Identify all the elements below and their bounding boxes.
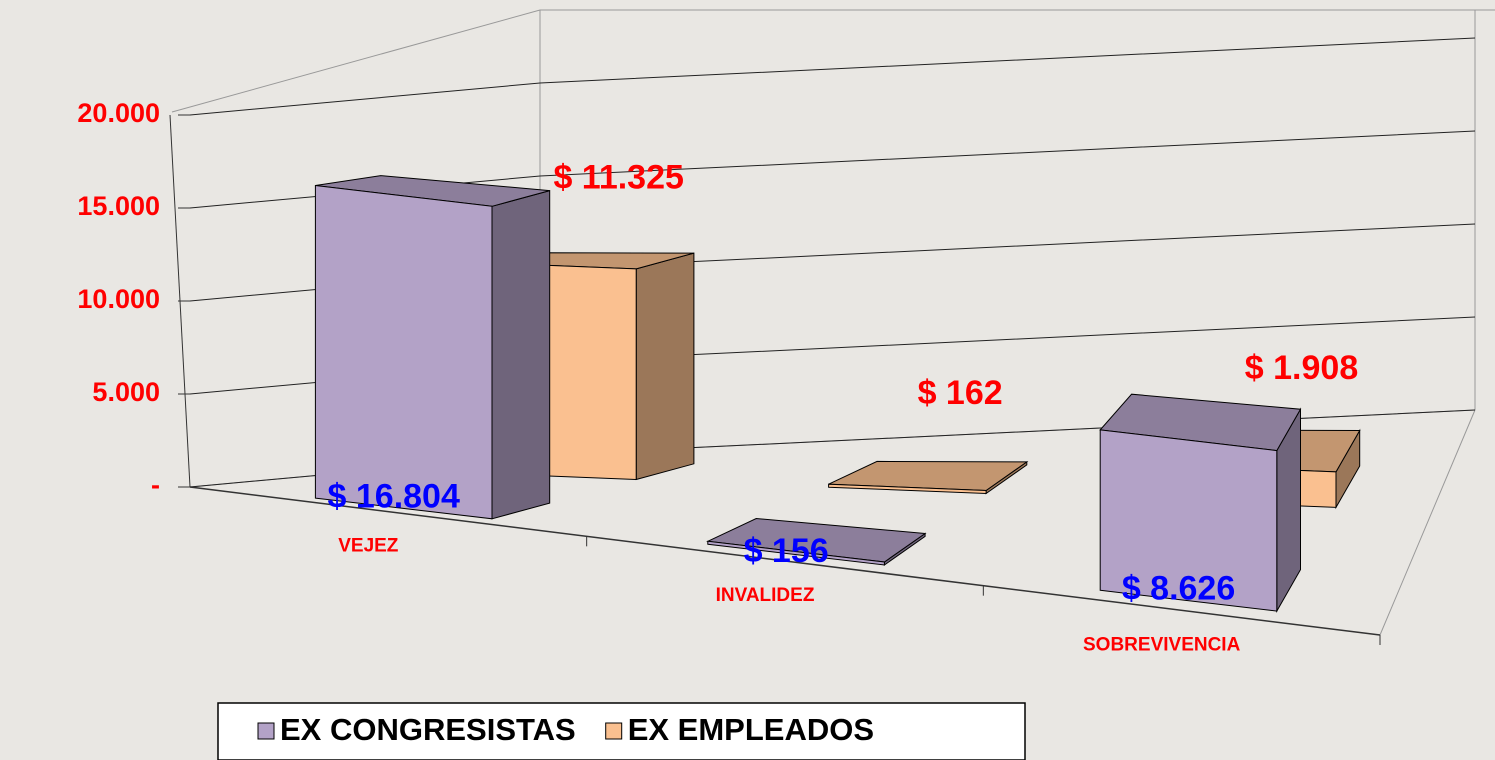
bar — [828, 483, 987, 495]
value-label: $ 1.908 — [1245, 349, 1358, 387]
bar-side — [635, 252, 695, 481]
legend-label: EX CONGRESISTAS — [280, 712, 576, 747]
x-tick-label: INVALIDEZ — [716, 585, 815, 606]
legend-swatch — [257, 722, 275, 740]
bar-side — [491, 189, 551, 520]
grid-line — [189, 130, 1476, 209]
value-label: $ 11.325 — [553, 159, 683, 197]
bar — [1099, 429, 1278, 612]
value-label: $ 162 — [918, 374, 1003, 412]
legend-box — [217, 702, 1026, 760]
grid-line — [189, 37, 1476, 116]
bar — [707, 540, 885, 566]
legend-swatch — [605, 722, 623, 740]
y-tick-label: 15.000 — [77, 191, 160, 221]
x-tick-label: SOBREVIVENCIA — [1083, 634, 1241, 655]
y-tick-label: 5.000 — [92, 377, 160, 407]
y-tick-label: - — [151, 470, 160, 500]
x-tick-label: VEJEZ — [338, 536, 399, 557]
y-tick-label: 20.000 — [77, 98, 160, 128]
y-tick-label: 10.000 — [77, 284, 160, 314]
floor-front — [189, 486, 1381, 636]
value-label: $ 16.804 — [328, 477, 460, 515]
y-axis — [169, 114, 191, 488]
value-label: $ 156 — [744, 532, 829, 570]
bar — [314, 184, 493, 520]
value-label: $ 8.626 — [1122, 570, 1235, 608]
legend-label: EX EMPLEADOS — [628, 712, 874, 747]
floor-right — [1379, 409, 1476, 636]
